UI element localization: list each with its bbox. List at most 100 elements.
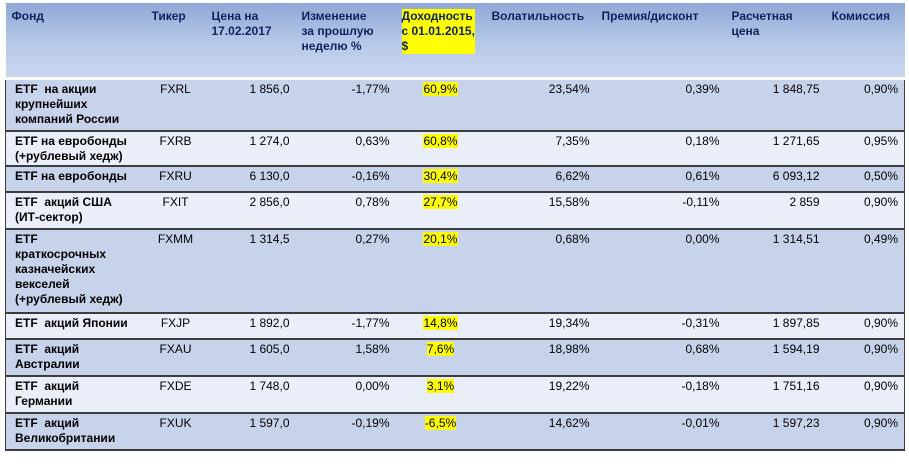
yield-cell: -6,5%	[395, 412, 486, 451]
yield-cell: 7,6%	[395, 338, 486, 377]
fee-cell: 0,50%	[825, 165, 905, 193]
price-cell: 1 892,0	[205, 312, 296, 340]
table-row: ETF на евробонды FXRU 6 130,0 -0,16% 30,4% 6,…	[5, 165, 905, 193]
yield-cell: 3,1%	[395, 375, 486, 414]
calc-price-cell: 1 314,51	[725, 228, 826, 314]
change-cell: 1,58%	[295, 338, 396, 377]
volatility-cell: 19,34%	[485, 312, 596, 340]
table-row: ETF на евробонды (+рублевый хедж) FXRB 1 2…	[5, 130, 905, 167]
ticker-cell: FXRL	[145, 78, 206, 132]
yield-cell: 60,8%	[395, 130, 486, 167]
price-cell: 1 597,0	[205, 412, 296, 451]
volatility-cell: 0,68%	[485, 228, 596, 314]
premium-cell: 0,00%	[595, 228, 726, 314]
fund-cell: ETF акций США (ИТ-сектор)	[5, 191, 146, 230]
fee-cell: 0,90%	[825, 191, 905, 230]
premium-cell: 0,39%	[595, 78, 726, 132]
volatility-cell: 15,58%	[485, 191, 596, 230]
table-header: Фонд Тикер Цена на 17.02.2017 Изменение …	[5, 3, 905, 80]
change-cell: -1,77%	[295, 78, 396, 132]
etf-comparison-table: Фонд Тикер Цена на 17.02.2017 Изменение …	[5, 3, 905, 451]
ticker-cell: FXMM	[145, 228, 206, 314]
ticker-cell: FXIT	[145, 191, 206, 230]
table-row: ETF акций Австралии FXAU 1 605,0 1,58% 7,6% 1…	[5, 338, 905, 377]
etf-table-sheet: Фонд Тикер Цена на 17.02.2017 Изменение …	[5, 3, 905, 451]
premium-cell: 0,61%	[595, 165, 726, 193]
header-calc-price: Расчетная цена	[725, 3, 826, 80]
yield-highlight: 27,7%	[423, 194, 458, 209]
change-cell: 0,63%	[295, 130, 396, 167]
change-cell: -0,19%	[295, 412, 396, 451]
calc-price-cell: 1 897,85	[725, 312, 826, 340]
premium-cell: -0,11%	[595, 191, 726, 230]
yield-highlight: 14,8%	[423, 315, 458, 330]
price-cell: 1 856,0	[205, 78, 296, 132]
header-yield: Доходность с 01.01.2015, $	[395, 3, 486, 80]
price-cell: 1 748,0	[205, 375, 296, 414]
ticker-cell: FXJP	[145, 312, 206, 340]
fee-cell: 0,95%	[825, 130, 905, 167]
fund-cell: ETF на акции крупнейших компаний России	[5, 78, 146, 132]
fund-cell: ETF на евробонды	[5, 165, 146, 193]
ticker-cell: FXRU	[145, 165, 206, 193]
yield-cell: 20,1%	[395, 228, 486, 314]
yield-cell: 14,8%	[395, 312, 486, 340]
volatility-cell: 23,54%	[485, 78, 596, 132]
price-cell: 1 274,0	[205, 130, 296, 167]
calc-price-cell: 1 594,19	[725, 338, 826, 377]
yield-highlight: 20,1%	[423, 231, 458, 246]
header-change: Изменение за прошлую неделю %	[295, 3, 396, 80]
header-fund: Фонд	[5, 3, 146, 80]
header-premium: Премия/дисконт	[595, 3, 726, 80]
fee-cell: 0,90%	[825, 338, 905, 377]
yield-highlight: 60,8%	[423, 133, 458, 148]
change-cell: -1,77%	[295, 312, 396, 340]
table-row: ETF акций США (ИТ-сектор) FXIT 2 856,0 0,78…	[5, 191, 905, 230]
yield-highlight: -6,5%	[424, 415, 457, 430]
change-cell: 0,00%	[295, 375, 396, 414]
ticker-cell: FXUK	[145, 412, 206, 451]
volatility-cell: 6,62%	[485, 165, 596, 193]
premium-cell: -0,18%	[595, 375, 726, 414]
volatility-cell: 7,35%	[485, 130, 596, 167]
yield-highlight: 3,1%	[426, 378, 455, 393]
premium-cell: 0,18%	[595, 130, 726, 167]
table-row: ETF акций Японии FXJP 1 892,0 -1,77% 14,8% 19…	[5, 312, 905, 340]
fund-cell: ETF акций Австралии	[5, 338, 146, 377]
table-body: ETF на акции крупнейших компаний России F…	[5, 78, 905, 451]
table-row: ETF краткосрочных казначейских векселей …	[5, 228, 905, 314]
yield-highlight: 60,9%	[423, 82, 458, 96]
fee-cell: 0,90%	[825, 78, 905, 132]
price-cell: 2 856,0	[205, 191, 296, 230]
calc-price-cell: 6 093,12	[725, 165, 826, 193]
header-yield-highlight: Доходность с 01.01.2015, $	[401, 9, 475, 54]
premium-cell: 0,68%	[595, 338, 726, 377]
volatility-cell: 19,22%	[485, 375, 596, 414]
price-cell: 1 314,5	[205, 228, 296, 314]
premium-cell: -0,31%	[595, 312, 726, 340]
change-cell: 0,27%	[295, 228, 396, 314]
calc-price-cell: 1 751,16	[725, 375, 826, 414]
fee-cell: 0,90%	[825, 412, 905, 451]
calc-price-cell: 1 597,23	[725, 412, 826, 451]
header-fee: Комиссия	[825, 3, 905, 80]
table-row: ETF акций Германии FXDE 1 748,0 0,00% 3,1% 19…	[5, 375, 905, 414]
table-row: ETF на акции крупнейших компаний России F…	[5, 78, 905, 132]
calc-price-cell: 1 271,65	[725, 130, 826, 167]
premium-cell: -0,01%	[595, 412, 726, 451]
fee-cell: 0,90%	[825, 375, 905, 414]
fund-cell: ETF краткосрочных казначейских векселей …	[5, 228, 146, 314]
header-ticker: Тикер	[145, 3, 206, 80]
fund-cell: ETF на евробонды (+рублевый хедж)	[5, 130, 146, 167]
yield-highlight: 7,6%	[426, 341, 455, 356]
yield-highlight: 30,4%	[423, 168, 458, 183]
calc-price-cell: 1 848,75	[725, 78, 826, 132]
price-cell: 6 130,0	[205, 165, 296, 193]
header-price: Цена на 17.02.2017	[205, 3, 296, 80]
fee-cell: 0,90%	[825, 312, 905, 340]
ticker-cell: FXRB	[145, 130, 206, 167]
fund-cell: ETF акций Японии	[5, 312, 146, 340]
ticker-cell: FXAU	[145, 338, 206, 377]
calc-price-cell: 2 859	[725, 191, 826, 230]
fund-cell: ETF акций Великобритании	[5, 412, 146, 451]
